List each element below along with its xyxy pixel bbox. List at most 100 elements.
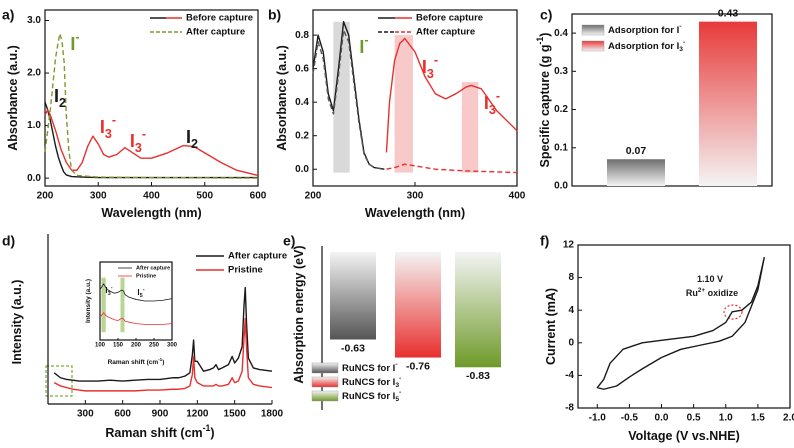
annotation-part: I <box>137 288 139 297</box>
annotation-part: I <box>186 127 191 147</box>
x-tick-label: 300 <box>407 191 424 202</box>
y-tick-label: 0.1 <box>554 142 568 153</box>
bar-value-label: 0.43 <box>718 7 739 19</box>
y-tick-label: 0.2 <box>554 104 568 115</box>
legend-label: After capture <box>228 251 287 262</box>
annotation: I3- <box>422 53 438 81</box>
annotation-part: 3 <box>489 103 496 117</box>
legend-label: Before capture <box>186 13 253 24</box>
y-tick-label: 0.0 <box>554 181 568 192</box>
legend-swatch <box>581 24 605 36</box>
series-line <box>385 37 518 153</box>
annotation-part: 3 <box>135 141 142 155</box>
y-tick-label: -4 <box>565 370 574 381</box>
y-axis-title: Absorption energy (eV) <box>292 245 306 383</box>
x-axis-title-part: -1 <box>158 357 163 362</box>
annotation: 1.10 V <box>697 274 723 284</box>
highlight-band <box>101 277 106 333</box>
y-axis-title-part: Current (mA) <box>544 288 558 365</box>
y-tick-label: 0.8 <box>295 30 309 41</box>
panel-label: d) <box>2 233 15 249</box>
series-line <box>44 101 258 179</box>
series-line <box>312 21 385 170</box>
bar <box>607 159 665 186</box>
y-axis-title-part: Absorption energy (eV) <box>292 245 306 383</box>
x-tick-label: 300 <box>77 409 94 420</box>
annotation-part: 3 <box>427 67 434 81</box>
legend-label: RuNCS for I5- <box>342 389 401 403</box>
x-tick-label: 300 <box>167 343 178 349</box>
legend-swatch <box>311 362 339 374</box>
y-tick-label: 2.0 <box>27 68 41 79</box>
annotation: I2 <box>186 127 198 152</box>
panel-label: e) <box>283 233 295 249</box>
y-axis-title-part: Specific capture (g g <box>538 45 552 168</box>
legend-label-part: 5 <box>395 396 399 403</box>
panel-label: b) <box>268 7 281 23</box>
legend-label: Pristine <box>136 273 156 279</box>
series-line <box>312 29 385 170</box>
x-tick-label: 1200 <box>186 409 209 420</box>
annotation-part: - <box>111 285 113 291</box>
y-tick-label: 3.0 <box>27 15 41 26</box>
plot-frame <box>571 13 773 187</box>
annotation-part: 2 <box>191 137 198 151</box>
x-axis-title-part: Voltage (V vs.NHE) <box>628 429 740 443</box>
x-tick-label: -1.0 <box>589 413 607 424</box>
x-tick-label: 400 <box>509 191 526 202</box>
highlight-band <box>333 21 350 173</box>
legend-label-part: - <box>399 389 401 396</box>
annotation-part: - <box>143 287 145 293</box>
legend-label-part: - <box>399 375 401 382</box>
x-axis-title: Raman shift (cm-1) <box>105 423 214 440</box>
annotation-part: - <box>112 113 116 127</box>
y-tick-label: 12 <box>563 240 575 251</box>
legend-label: Pristine <box>228 265 263 276</box>
y-tick-label: 0.2 <box>295 130 309 141</box>
legend-label: RuNCS for I- <box>342 361 398 373</box>
annotation-part: I <box>100 117 105 137</box>
x-tick-label: 150 <box>113 343 124 349</box>
series-line <box>596 257 765 390</box>
legend-label-part: - <box>683 39 685 46</box>
x-tick-label: 900 <box>152 409 169 420</box>
annotation: I- <box>359 33 368 56</box>
y-tick-label: 4 <box>568 305 574 316</box>
legend-swatch <box>581 40 605 52</box>
bar <box>455 252 501 368</box>
annotation-part: I <box>484 93 489 113</box>
series-line <box>386 163 518 174</box>
y-tick-label: -8 <box>565 403 574 414</box>
highlight-box <box>45 365 73 397</box>
y-axis-title-part: Intensity (a.u.) <box>10 280 24 365</box>
y-axis-title-part: -1 <box>535 37 545 45</box>
x-axis-title: Raman shift (cm-1) <box>108 357 165 366</box>
x-axis-title-part: Wavelength (nm) <box>365 206 465 220</box>
legend-label-part: RuNCS for I <box>342 377 395 388</box>
y-axis-title: Current (mA) <box>544 288 558 365</box>
x-tick-label: 100 <box>95 343 106 349</box>
plot-frame <box>577 244 791 409</box>
y-axis-title: Absorbance (a.u.) <box>275 45 289 151</box>
annotation: I3- <box>130 127 146 155</box>
legend-label-part: RuNCS for I <box>342 391 395 402</box>
annotation-part: 3 <box>108 291 111 297</box>
annotation-part: 5 <box>140 293 143 299</box>
x-axis-title-part: -1 <box>203 423 211 433</box>
legend-label-part: Adsorption for I <box>608 25 679 36</box>
annotation-part: I <box>70 34 75 54</box>
bar-value-label: -0.63 <box>341 342 365 354</box>
y-tick-label: 8 <box>568 272 574 283</box>
y-tick-label: 0.4 <box>554 28 568 39</box>
y-tick-label: 0.4 <box>295 97 309 108</box>
bar <box>699 21 757 187</box>
annotation: I3- <box>484 89 500 117</box>
y-axis-title-part: Intensity (a.u.) <box>85 279 92 323</box>
annotation-part: 2 <box>59 96 66 110</box>
series-line <box>53 318 273 392</box>
annotation-part: oxidize <box>705 288 738 298</box>
bar <box>395 252 441 358</box>
x-tick-label: 600 <box>250 191 267 202</box>
